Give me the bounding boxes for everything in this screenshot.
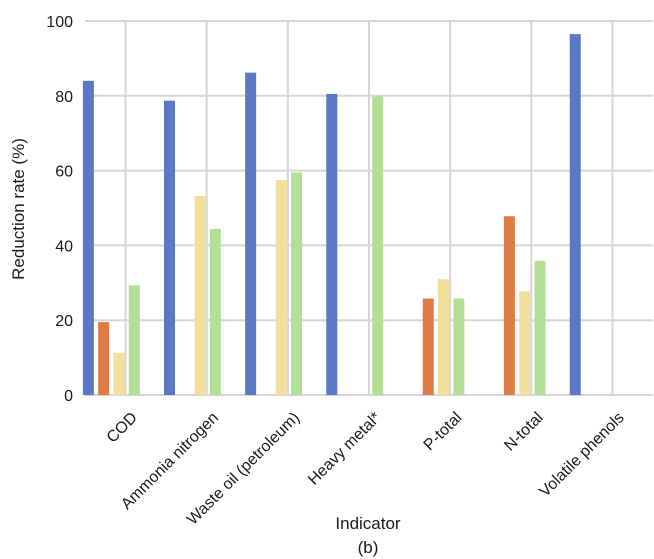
y-tick-label: 100 xyxy=(46,14,73,31)
bar xyxy=(128,285,140,395)
bar xyxy=(245,72,257,395)
bar xyxy=(113,352,125,395)
bar xyxy=(519,291,531,395)
bar xyxy=(326,93,338,396)
bar xyxy=(275,179,287,395)
x-tick-label: COD xyxy=(104,409,141,446)
bar xyxy=(82,80,94,395)
y-tick-label: 60 xyxy=(55,164,73,181)
grid xyxy=(85,20,653,396)
bar xyxy=(422,298,434,395)
x-tick-label: P-total xyxy=(421,409,466,454)
bar xyxy=(453,298,465,395)
bar xyxy=(372,96,384,395)
bar xyxy=(438,279,450,395)
x-tick-label: N-total xyxy=(501,409,546,454)
x-axis-title: Indicator xyxy=(335,514,401,533)
y-tick-label: 0 xyxy=(64,388,73,405)
y-tick-label: 40 xyxy=(55,238,73,255)
bar xyxy=(194,196,206,395)
bar xyxy=(569,34,581,396)
bar xyxy=(164,100,176,396)
bar xyxy=(98,322,110,395)
y-axis-title: Reduction rate (%) xyxy=(9,138,28,280)
x-tick-label: Volatile phenols xyxy=(536,409,627,500)
y-tick-label: 80 xyxy=(55,89,73,106)
y-tick-label: 20 xyxy=(55,313,73,330)
bar xyxy=(291,172,303,395)
x-tick-label: Heavy metal* xyxy=(305,409,384,488)
bar xyxy=(503,216,515,395)
bars xyxy=(82,34,581,396)
figure-caption: (b) xyxy=(358,538,379,557)
bar xyxy=(209,228,221,395)
bar xyxy=(534,260,546,395)
y-tick-labels: 0 20 40 60 80 100 xyxy=(46,14,73,405)
